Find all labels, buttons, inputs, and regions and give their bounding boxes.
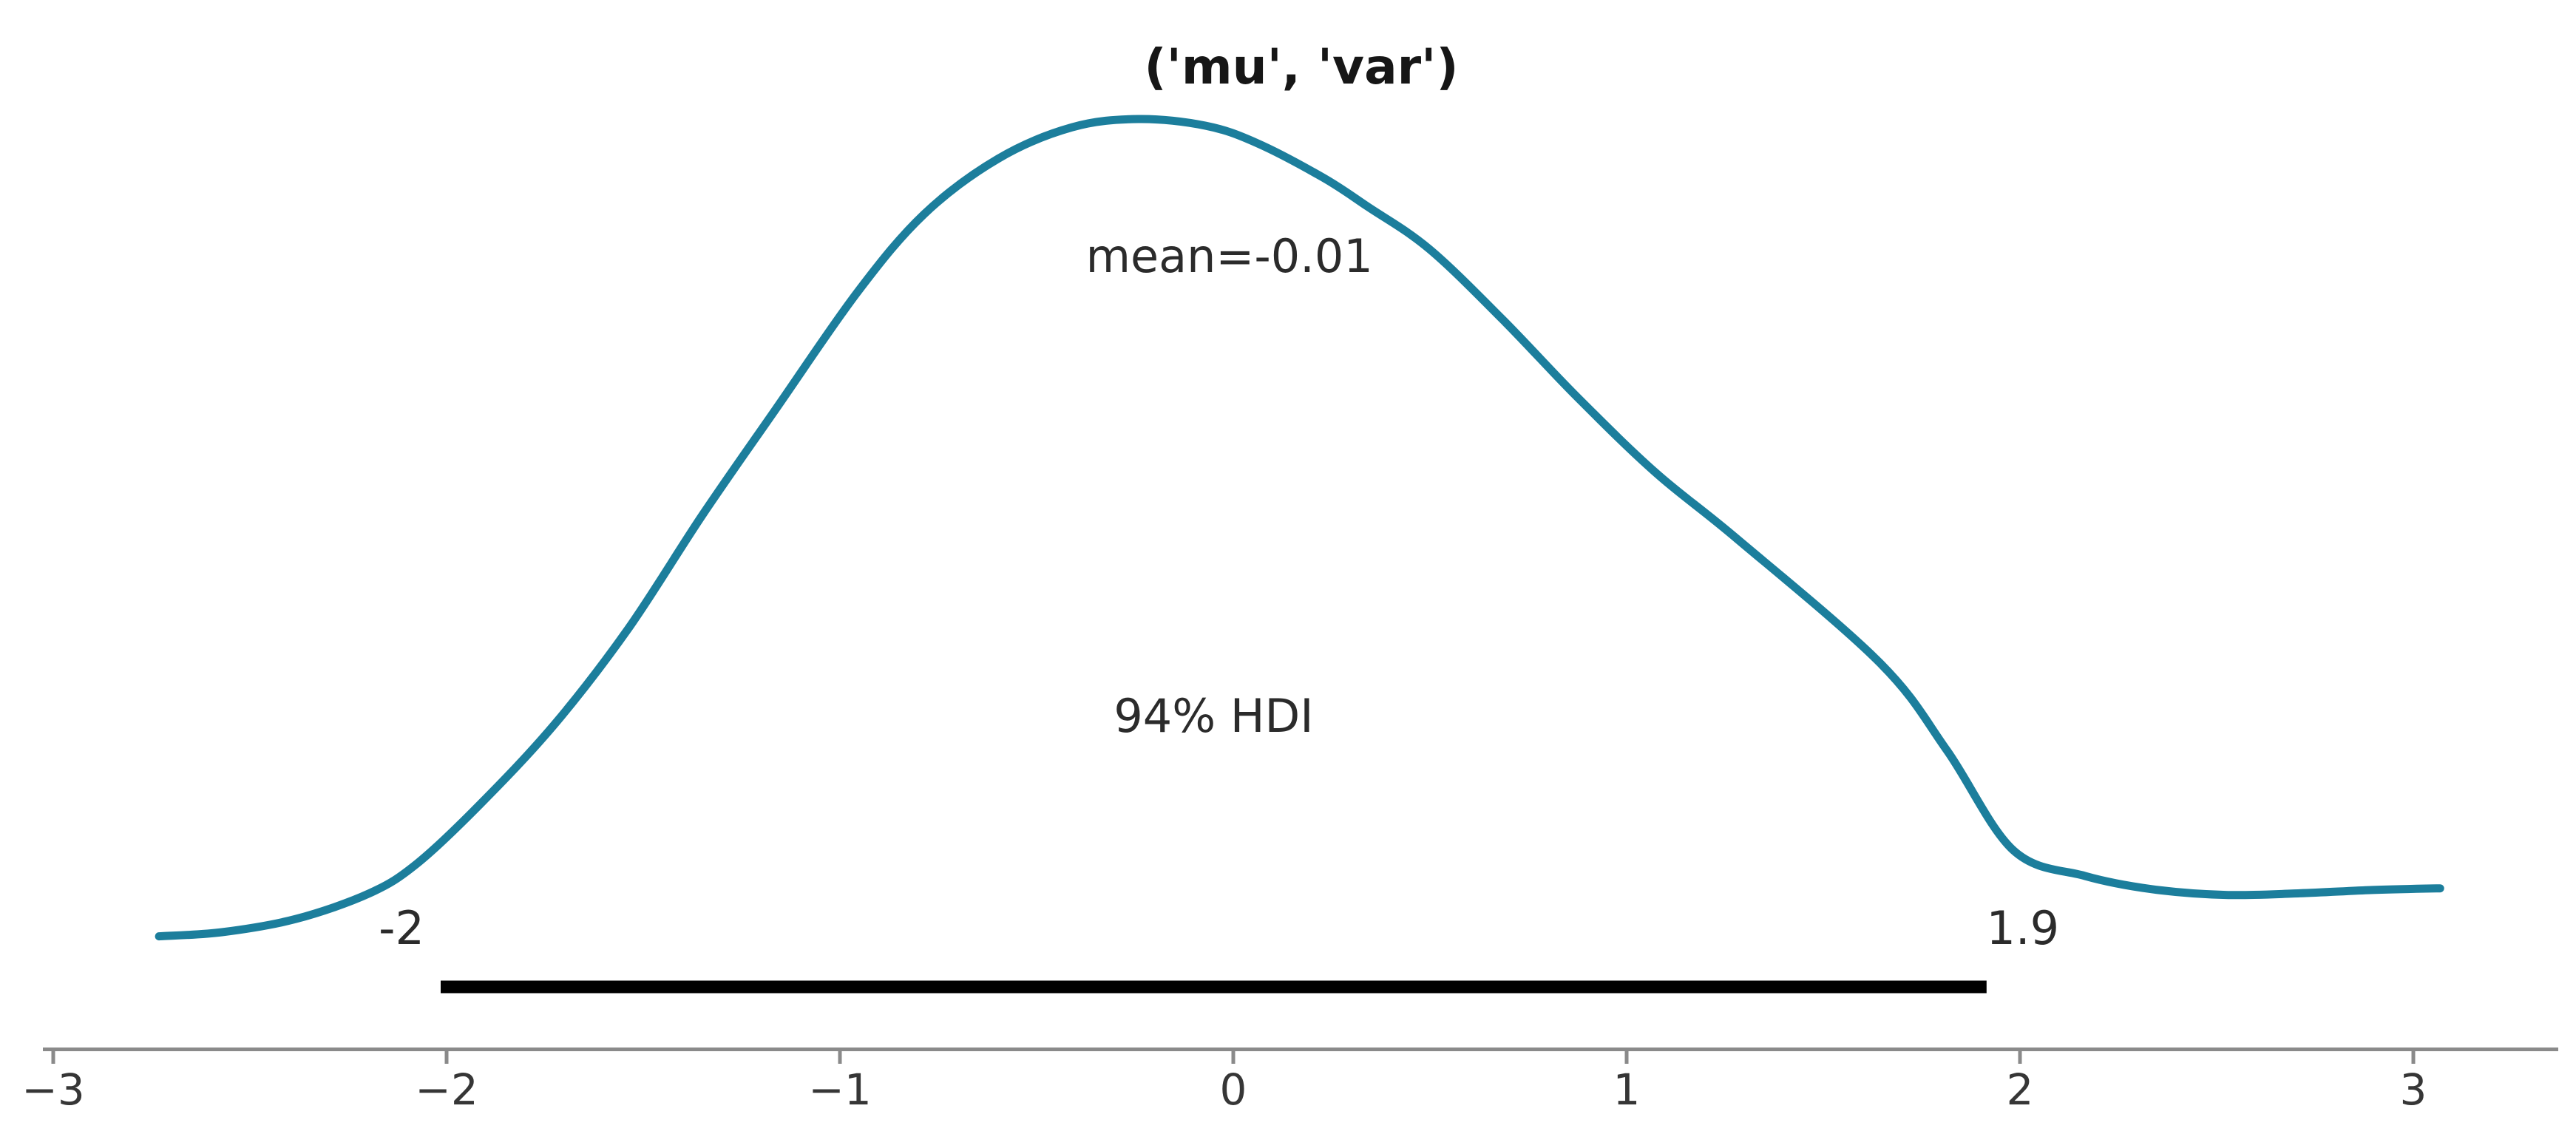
- hdi-upper-value: 1.9: [1986, 901, 2059, 955]
- kde-curve: [155, 115, 2444, 941]
- mean-annotation: mean=-0.01: [1086, 229, 1373, 283]
- x-tick-label: 3: [2400, 1065, 2427, 1115]
- x-axis-ticks: [51, 1051, 2416, 1064]
- x-tick-label: −1: [808, 1065, 872, 1115]
- x-tick-label: −2: [415, 1065, 478, 1115]
- hdi-lower-value: -2: [379, 901, 424, 955]
- hdi-label: 94% HDI: [1114, 689, 1313, 743]
- x-tick-label: −3: [21, 1065, 85, 1115]
- x-tick-label: 0: [1220, 1065, 1247, 1115]
- plot-title: ('mu', 'var'): [1144, 38, 1458, 95]
- x-tick-label: 2: [2007, 1065, 2034, 1115]
- x-tick-label: 1: [1613, 1065, 1641, 1115]
- x-axis-tick-labels: −3 −2 −1 0 1 2 3: [21, 1065, 2427, 1115]
- x-axis-spine: [43, 1048, 2558, 1051]
